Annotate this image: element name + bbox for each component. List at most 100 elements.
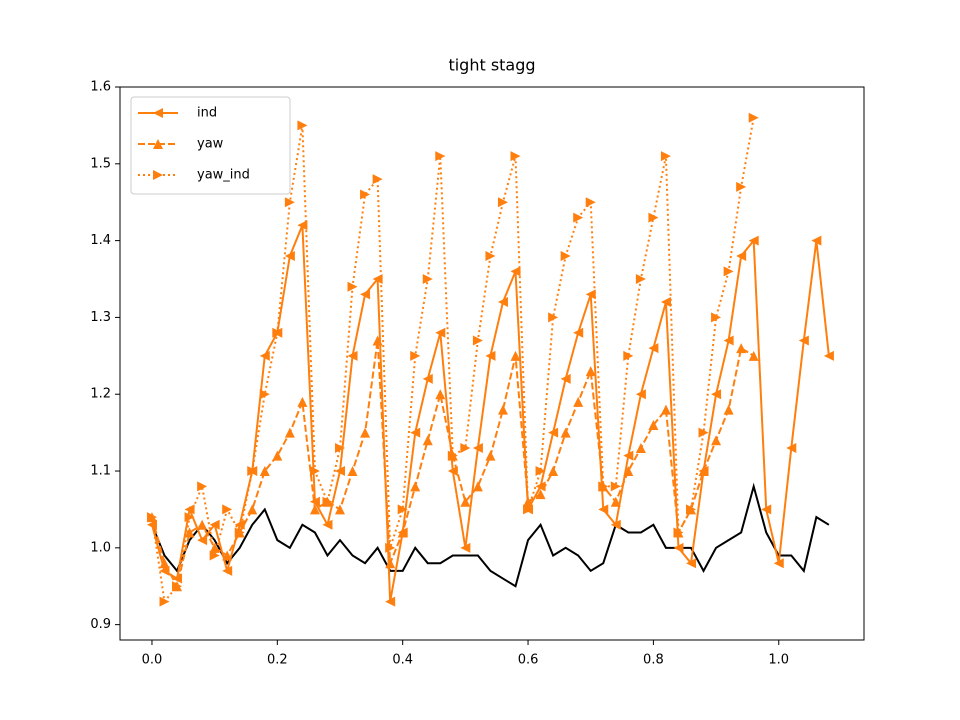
marker — [648, 343, 659, 354]
marker — [460, 442, 471, 453]
marker — [610, 519, 621, 530]
marker — [347, 466, 358, 477]
marker — [648, 212, 659, 223]
marker — [472, 335, 483, 346]
marker — [335, 466, 346, 477]
marker — [284, 427, 295, 438]
marker — [385, 558, 396, 569]
x-tick-label: 1.0 — [768, 653, 789, 668]
marker — [635, 389, 646, 400]
marker — [397, 504, 408, 515]
chart-title: tight stagg — [448, 56, 535, 75]
marker — [372, 335, 383, 346]
marker — [272, 450, 283, 461]
x-tick-label: 0.4 — [392, 653, 413, 668]
legend-marker — [153, 108, 163, 118]
marker — [435, 389, 446, 400]
marker — [560, 250, 571, 261]
marker — [811, 235, 822, 246]
legend-label: ind — [197, 106, 217, 121]
marker — [422, 435, 433, 446]
y-tick-label: 1.6 — [90, 80, 111, 95]
marker — [598, 481, 609, 492]
marker — [360, 289, 371, 300]
marker — [510, 151, 521, 162]
marker — [272, 327, 283, 338]
marker — [422, 373, 433, 384]
marker — [623, 450, 634, 461]
series-line — [151, 482, 830, 588]
marker — [197, 535, 208, 546]
legend-label: yaw_ind — [197, 168, 250, 183]
marker — [686, 504, 697, 515]
marker — [635, 442, 646, 453]
marker — [660, 297, 671, 308]
marker — [410, 350, 421, 361]
marker — [309, 466, 320, 477]
marker — [773, 558, 784, 569]
marker — [410, 427, 421, 438]
marker — [397, 527, 408, 538]
marker — [197, 481, 208, 492]
marker — [686, 558, 697, 569]
marker — [284, 197, 295, 208]
marker — [535, 466, 546, 477]
marker — [209, 519, 220, 530]
marker — [585, 289, 596, 300]
marker — [284, 250, 295, 261]
marker — [798, 335, 809, 346]
marker — [548, 312, 559, 323]
marker — [673, 542, 684, 553]
plot-frame — [119, 86, 865, 641]
marker — [309, 496, 320, 507]
marker — [823, 350, 834, 361]
x-tick-label: 0.2 — [267, 653, 288, 668]
marker — [172, 581, 183, 592]
y-tick-label: 1.3 — [90, 310, 111, 325]
marker — [385, 596, 396, 607]
marker — [585, 197, 596, 208]
marker — [610, 481, 621, 492]
marker — [297, 220, 308, 231]
y-tick-label: 0.9 — [90, 617, 111, 632]
marker — [447, 450, 458, 461]
marker — [460, 542, 471, 553]
marker — [410, 481, 421, 492]
marker — [786, 442, 797, 453]
marker — [736, 250, 747, 261]
x-tick-label: 0.8 — [643, 653, 664, 668]
marker — [297, 396, 308, 407]
marker — [560, 373, 571, 384]
marker — [259, 466, 270, 477]
marker — [159, 596, 170, 607]
marker — [497, 197, 508, 208]
marker — [573, 327, 584, 338]
marker — [322, 519, 333, 530]
marker — [247, 466, 258, 477]
legend-marker — [153, 170, 163, 180]
y-tick-label: 1.1 — [90, 464, 111, 479]
marker — [723, 404, 734, 415]
marker — [360, 427, 371, 438]
marker — [723, 335, 734, 346]
marker — [497, 297, 508, 308]
marker — [673, 527, 684, 538]
marker — [146, 512, 157, 523]
x-tick-label: 0.0 — [142, 653, 163, 668]
marker — [698, 427, 709, 438]
marker — [309, 504, 320, 515]
y-tick-label: 1.4 — [90, 233, 111, 248]
marker — [548, 466, 559, 477]
marker — [485, 250, 496, 261]
marker — [711, 312, 722, 323]
marker — [573, 396, 584, 407]
marker — [711, 389, 722, 400]
marker — [485, 450, 496, 461]
marker — [573, 212, 584, 223]
marker — [460, 496, 471, 507]
marker — [698, 466, 709, 477]
marker — [485, 350, 496, 361]
marker — [347, 350, 358, 361]
marker — [761, 504, 772, 515]
marker — [222, 550, 233, 561]
